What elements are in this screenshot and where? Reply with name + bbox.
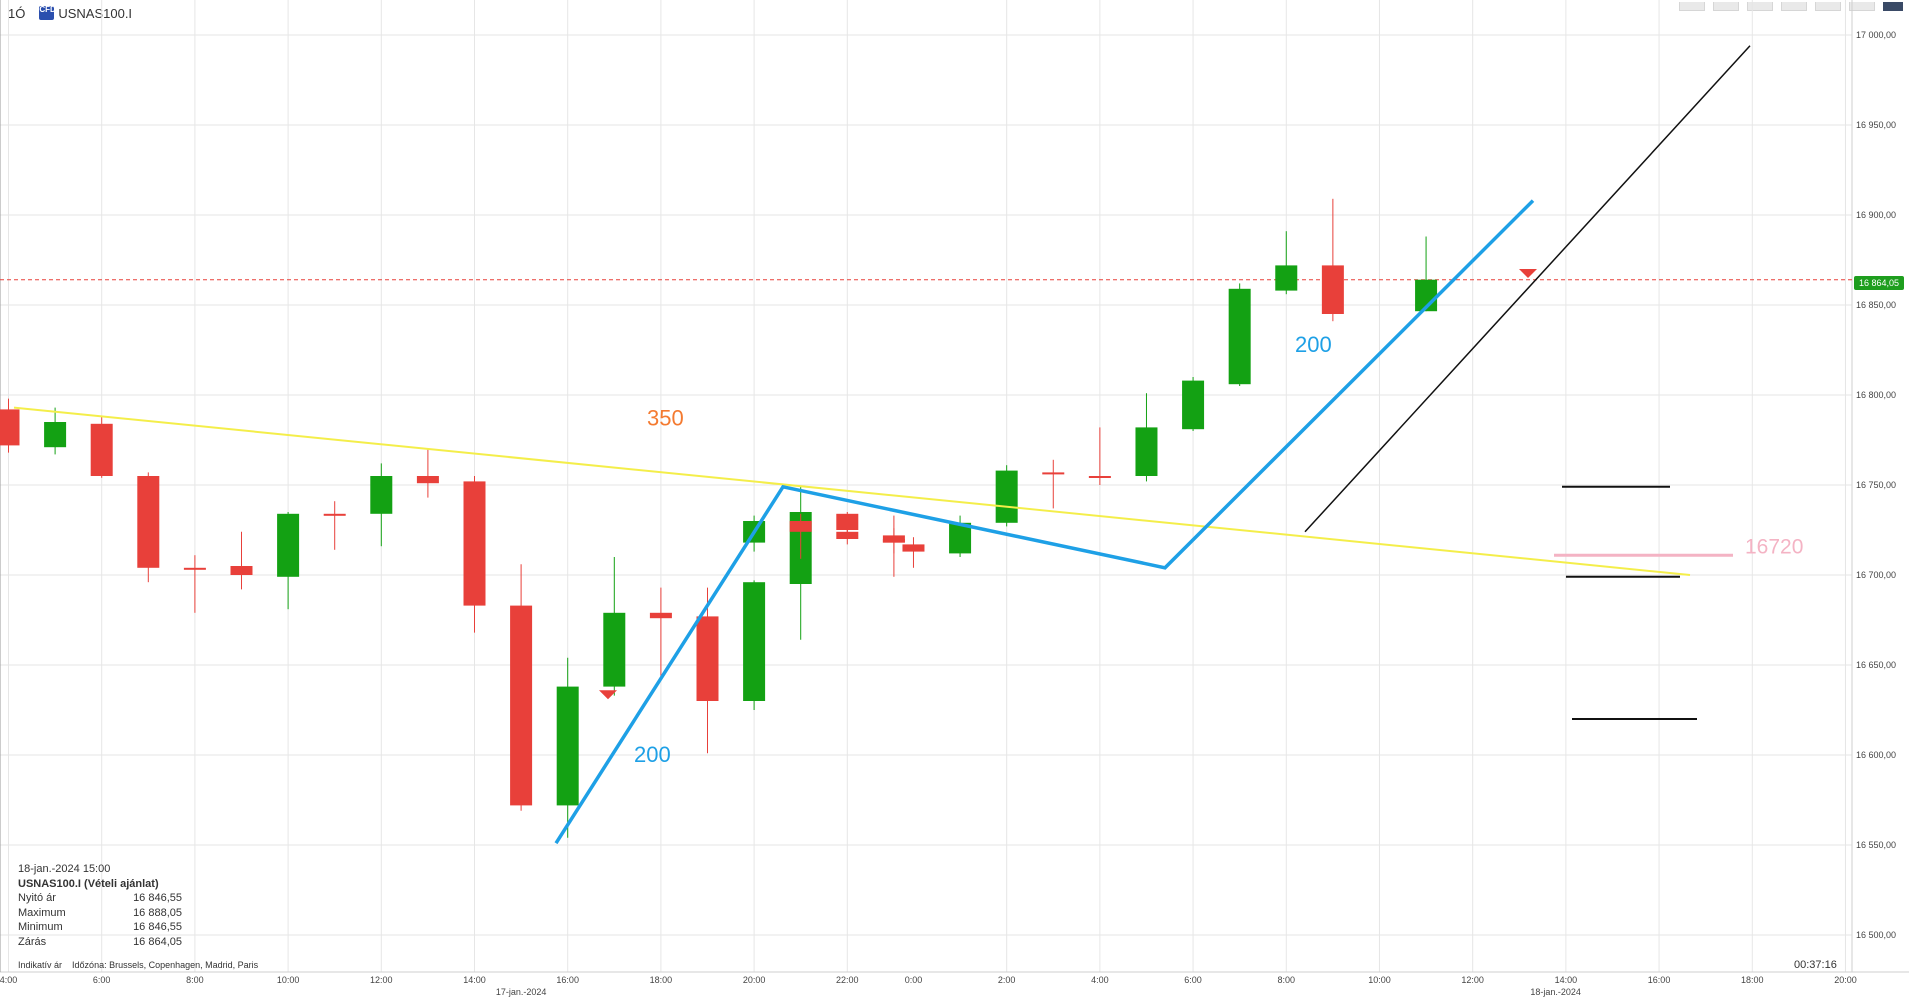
footer-note: Indikatív ár Időzóna: Brussels, Copenhag… [18, 960, 258, 970]
x-tick-label: 16:00 [556, 975, 579, 985]
timezone-label: Időzóna: Brussels, Copenhagen, Madrid, P… [72, 960, 259, 970]
y-tick-label: 16 850,00 [1856, 300, 1896, 310]
x-tick-label: 12:00 [370, 975, 393, 985]
date-label: 18-jan.-2024 [1530, 987, 1581, 997]
sell-arrow-icon [1519, 269, 1537, 278]
sell-arrow-icon [599, 690, 617, 700]
x-tick-label: 8:00 [186, 975, 204, 985]
ohlc-info-panel: 18-jan.-2024 15:00 USNAS100.I (Vételi aj… [18, 862, 182, 949]
wave-line-blue [554, 199, 1535, 845]
annotation-label: 16720 [1745, 535, 1803, 558]
x-tick-label: 22:00 [836, 975, 859, 985]
x-tick-label: 0:00 [905, 975, 923, 985]
x-tick-label: 4:00 [0, 975, 17, 985]
date-label: 17-jan.-2024 [496, 987, 547, 997]
y-tick-label: 16 950,00 [1856, 120, 1896, 130]
x-tick-label: 10:00 [1368, 975, 1391, 985]
x-tick-label: 18:00 [1741, 975, 1764, 985]
candle-body [1135, 427, 1158, 476]
info-row: Maximum 16 888,05 [18, 906, 182, 919]
toolbar-tab[interactable] [1815, 2, 1841, 11]
x-tick-label: 14:00 [1555, 975, 1578, 985]
y-tick-label: 16 700,00 [1856, 570, 1896, 580]
x-tick-label: 12:00 [1461, 975, 1484, 985]
candle-body [1088, 476, 1111, 478]
candle-body [1042, 472, 1065, 475]
candle-body [836, 531, 859, 539]
y-tick-label: 16 600,00 [1856, 750, 1896, 760]
annotation-label: 350 [647, 406, 684, 431]
x-tick-label: 10:00 [277, 975, 300, 985]
info-row: Nyitó ár 16 846,55 [18, 892, 182, 904]
toolbar-tab-active[interactable] [1883, 2, 1903, 11]
info-row: Minimum 16 846,55 [18, 921, 182, 933]
candle-body [230, 566, 253, 575]
candle-body [882, 539, 905, 543]
candle-body [556, 686, 579, 806]
candle-body [463, 481, 486, 606]
candle-body [183, 567, 206, 570]
y-tick-label: 16 650,00 [1856, 660, 1896, 670]
candle-body [416, 476, 439, 484]
candle-body [649, 612, 672, 619]
x-tick-label: 16:00 [1648, 975, 1671, 985]
x-tick-label: 2:00 [998, 975, 1016, 985]
chart-header: 1Ó CFD USNAS100.I [0, 0, 132, 26]
toolbar-tab[interactable] [1849, 2, 1875, 11]
candle-body [696, 616, 719, 701]
candle-body [370, 476, 393, 514]
indicative-price-label: Indikatív ár [18, 960, 63, 970]
x-tick-label: 20:00 [743, 975, 766, 985]
channel-line [1304, 45, 1751, 533]
candle-body [1321, 265, 1344, 314]
x-tick-label: 18:00 [650, 975, 673, 985]
toolbar-tab[interactable] [1713, 2, 1739, 11]
y-tick-label: 16 900,00 [1856, 210, 1896, 220]
annotation-label: 200 [634, 742, 671, 767]
candle-body [277, 513, 300, 577]
candle-body [44, 422, 67, 448]
y-tick-label: 16 550,00 [1856, 840, 1896, 850]
candle-body [789, 521, 812, 532]
candle-body [902, 544, 925, 552]
x-tick-label: 4:00 [1091, 975, 1109, 985]
info-title: USNAS100.I (Vételi ajánlat) [18, 877, 159, 890]
y-tick-label: 17 000,00 [1856, 30, 1896, 40]
candle-countdown: 00:37:16 [1794, 959, 1837, 971]
candle-body [1275, 265, 1298, 291]
toolbar-tab[interactable] [1781, 2, 1807, 11]
symbol-label[interactable]: USNAS100.I [58, 5, 133, 21]
y-tick-label: 16 500,00 [1856, 930, 1896, 940]
cfd-badge-icon: CFD [39, 6, 55, 20]
candle-body [137, 476, 160, 568]
x-tick-label: 6:00 [93, 975, 111, 985]
toolbar-tab[interactable] [1747, 2, 1773, 11]
toolbar-tabs [1673, 0, 1909, 13]
y-tick-label: 16 800,00 [1856, 390, 1896, 400]
candle-body [603, 612, 626, 687]
current-price-tag: 16 864,05 [1854, 276, 1904, 290]
candle-body [323, 513, 346, 516]
timeframe-label[interactable]: 1Ó [8, 5, 26, 21]
toolbar-tab[interactable] [1679, 2, 1705, 11]
x-tick-label: 14:00 [463, 975, 486, 985]
info-date: 18-jan.-2024 15:00 [18, 863, 111, 875]
annotation-label: 200 [1295, 332, 1332, 357]
candle-body [1182, 380, 1205, 430]
candle-body [1228, 288, 1251, 385]
x-tick-label: 6:00 [1184, 975, 1202, 985]
y-tick-label: 16 750,00 [1856, 480, 1896, 490]
x-tick-label: 20:00 [1834, 975, 1857, 985]
x-tick-label: 8:00 [1278, 975, 1296, 985]
candle-body [743, 582, 766, 701]
candle-body [0, 409, 20, 446]
candle-body [949, 522, 972, 554]
info-row: Zárás 16 864,05 [18, 935, 182, 948]
candle-body [995, 470, 1018, 523]
candle-body [90, 423, 113, 476]
candle-body [510, 605, 533, 806]
trendline-yellow [13, 406, 1691, 576]
